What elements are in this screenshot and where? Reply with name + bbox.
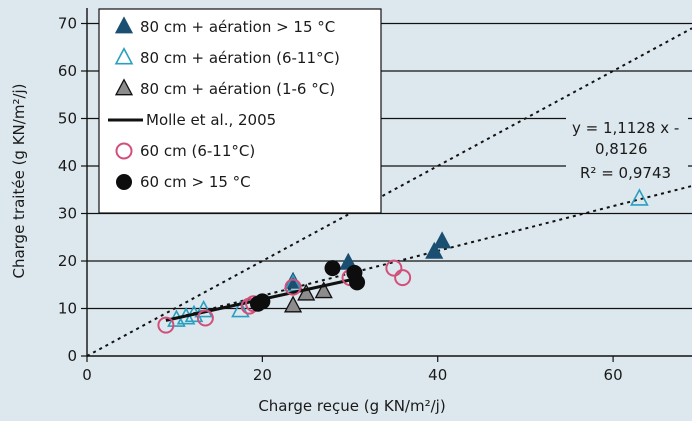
y-tick-label: 50 [58, 110, 77, 128]
data-point [196, 309, 214, 327]
annotation-equation: y = 1,1128 x - [572, 119, 679, 137]
legend-label: Molle et al., 2005 [146, 111, 276, 129]
x-tick-label: 60 [604, 366, 623, 384]
legend-marker [115, 142, 133, 160]
y-tick-label: 20 [58, 252, 77, 270]
legend-marker [114, 78, 134, 96]
x-tick-label: 40 [428, 366, 447, 384]
legend-label: 80 cm + aération (1-6 °C) [140, 80, 335, 98]
data-point [425, 241, 444, 259]
regression-annotation: y = 1,1128 x - 0,8126 R² = 0,9743 [566, 117, 688, 183]
data-point [297, 283, 316, 301]
x-tick-label: 0 [82, 366, 92, 384]
annotation-r2: R² = 0,9743 [580, 164, 671, 182]
data-series [157, 188, 649, 334]
series-0 [283, 231, 452, 289]
x-axis-label: Charge reçue (g KN/m²/j) [258, 397, 445, 415]
y-tick-label: 10 [58, 300, 77, 318]
y-tick-label: 30 [58, 205, 77, 223]
legend-marker [116, 174, 132, 190]
data-point [314, 281, 333, 299]
y-tick-label: 60 [58, 62, 77, 80]
data-point [324, 260, 341, 277]
identity-line [86, 27, 692, 357]
legend-marker [114, 16, 134, 34]
data-point [283, 273, 303, 292]
data-point [157, 316, 175, 334]
reference-lines [86, 27, 692, 357]
y-tick-label: 0 [67, 347, 77, 365]
legend-label: 80 cm + aération > 15 °C [140, 18, 335, 36]
data-point [630, 188, 649, 206]
legend-marker [114, 47, 134, 65]
series-2 [283, 281, 333, 313]
annotation-background [566, 117, 688, 183]
y-tick-label: 40 [58, 157, 77, 175]
y-tick-label: 70 [58, 15, 77, 33]
annotation-intercept: 0,8126 [595, 140, 648, 158]
data-point [254, 293, 271, 310]
legend-box [98, 8, 382, 214]
data-point [394, 269, 412, 287]
data-point [385, 259, 403, 277]
data-point [194, 299, 213, 318]
data-point [284, 278, 302, 296]
data-point [349, 274, 366, 291]
legend: 80 cm + aération > 15 °C 80 cm + aération… [98, 8, 382, 214]
data-point [231, 299, 250, 318]
x-tick-label: 20 [253, 366, 272, 384]
y-axis-label: Charge traitée (g KN/m²/j) [10, 83, 28, 278]
legend-label: 60 cm > 15 °C [140, 173, 251, 191]
axes: 0 10 20 30 40 50 60 70 0 20 40 60 [58, 8, 692, 384]
legend-label: 60 cm (6-11°C) [140, 142, 255, 160]
data-point [283, 295, 303, 313]
series-5 [249, 260, 366, 312]
data-point [433, 231, 452, 249]
legend-label: 80 cm + aération (6-11°C) [140, 49, 340, 67]
